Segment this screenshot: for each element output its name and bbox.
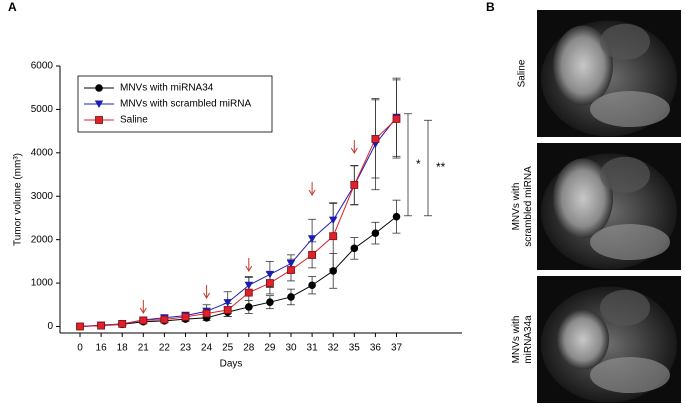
marker — [223, 306, 232, 314]
marker — [265, 270, 275, 279]
x-tick-label: 0 — [77, 343, 83, 354]
panel-label: B — [486, 0, 495, 14]
marker — [245, 303, 253, 311]
mri-organ — [600, 23, 650, 60]
x-tick-label: 18 — [117, 343, 129, 354]
marker — [94, 100, 104, 108]
image-label: Saline — [517, 59, 528, 87]
series-line — [79, 116, 397, 327]
y-tick-label: 3000 — [31, 191, 54, 202]
x-tick-label: 16 — [96, 343, 108, 354]
marker — [160, 315, 169, 324]
image-label: MNVs withmiRNA34a — [511, 315, 534, 364]
treatment-arrow-head — [350, 147, 358, 154]
y-tick-label: 4000 — [31, 147, 54, 158]
marker — [244, 288, 253, 297]
x-tick-label: 22 — [159, 343, 171, 354]
marker — [181, 313, 190, 321]
mri-tumor — [557, 309, 609, 370]
x-axis-label: Days — [220, 359, 243, 370]
y-tick-label: 1000 — [31, 278, 54, 289]
mri-image — [537, 276, 681, 403]
treatment-arrow-head — [245, 265, 253, 272]
mri-organ — [600, 289, 650, 326]
mri-organ — [600, 156, 650, 193]
mri-image — [537, 143, 681, 270]
legend-label: MNVs with miRNA34 — [120, 83, 214, 94]
marker — [95, 116, 103, 124]
x-tick-label: 36 — [370, 343, 382, 354]
marker — [392, 212, 401, 221]
marker — [286, 260, 296, 268]
marker — [95, 84, 103, 92]
image-label: MNVs withscrambled miRNA — [511, 166, 534, 247]
marker — [97, 321, 105, 330]
marker — [308, 281, 316, 290]
x-tick-label: 23 — [180, 343, 192, 354]
marker — [307, 235, 317, 243]
y-tick-label: 5000 — [31, 104, 54, 115]
treatment-arrow-head — [308, 189, 316, 196]
marker — [223, 299, 232, 307]
marker — [329, 267, 338, 275]
x-tick-label: 32 — [328, 343, 340, 354]
mri-organ — [590, 224, 670, 261]
series-line — [79, 118, 397, 327]
marker — [76, 322, 84, 331]
y-axis-label: Tumor volume (mm³) — [13, 153, 24, 246]
series-line — [79, 216, 397, 327]
x-tick-label: 28 — [243, 343, 255, 354]
marker — [287, 266, 295, 274]
marker — [329, 216, 338, 225]
mri-organ — [590, 357, 670, 394]
significance-label: ** — [436, 160, 446, 174]
y-tick-label: 0 — [47, 321, 53, 332]
x-tick-label: 37 — [391, 343, 403, 354]
marker — [371, 229, 380, 237]
marker — [118, 319, 127, 328]
marker — [139, 316, 148, 325]
marker — [202, 309, 211, 318]
mri-tumor — [553, 25, 613, 106]
marker — [287, 293, 295, 301]
marker — [244, 281, 253, 290]
marker — [308, 250, 317, 259]
marker — [266, 298, 274, 306]
mri-tumor — [553, 158, 613, 239]
marker — [350, 181, 359, 189]
x-tick-label: 21 — [138, 343, 150, 354]
x-tick-label: 31 — [307, 343, 319, 354]
marker — [265, 279, 274, 287]
mri-image — [537, 10, 681, 137]
y-tick-label: 6000 — [31, 61, 54, 72]
marker — [371, 135, 380, 143]
treatment-arrow-head — [139, 307, 147, 314]
marker — [350, 244, 359, 253]
mri-organ — [590, 91, 670, 128]
x-tick-label: 29 — [264, 343, 276, 354]
y-tick-label: 2000 — [31, 234, 54, 245]
x-tick-label: 35 — [349, 343, 361, 354]
legend-label: MNVs with scrambled miRNA — [120, 99, 251, 110]
legend-label: Saline — [120, 115, 148, 126]
marker — [329, 232, 338, 241]
treatment-arrow-head — [203, 292, 211, 299]
panel-label: A — [8, 0, 17, 14]
significance-label: * — [416, 157, 421, 171]
x-tick-label: 24 — [201, 343, 213, 354]
marker — [392, 115, 401, 123]
x-tick-label: 25 — [222, 343, 234, 354]
x-tick-label: 30 — [285, 343, 297, 354]
